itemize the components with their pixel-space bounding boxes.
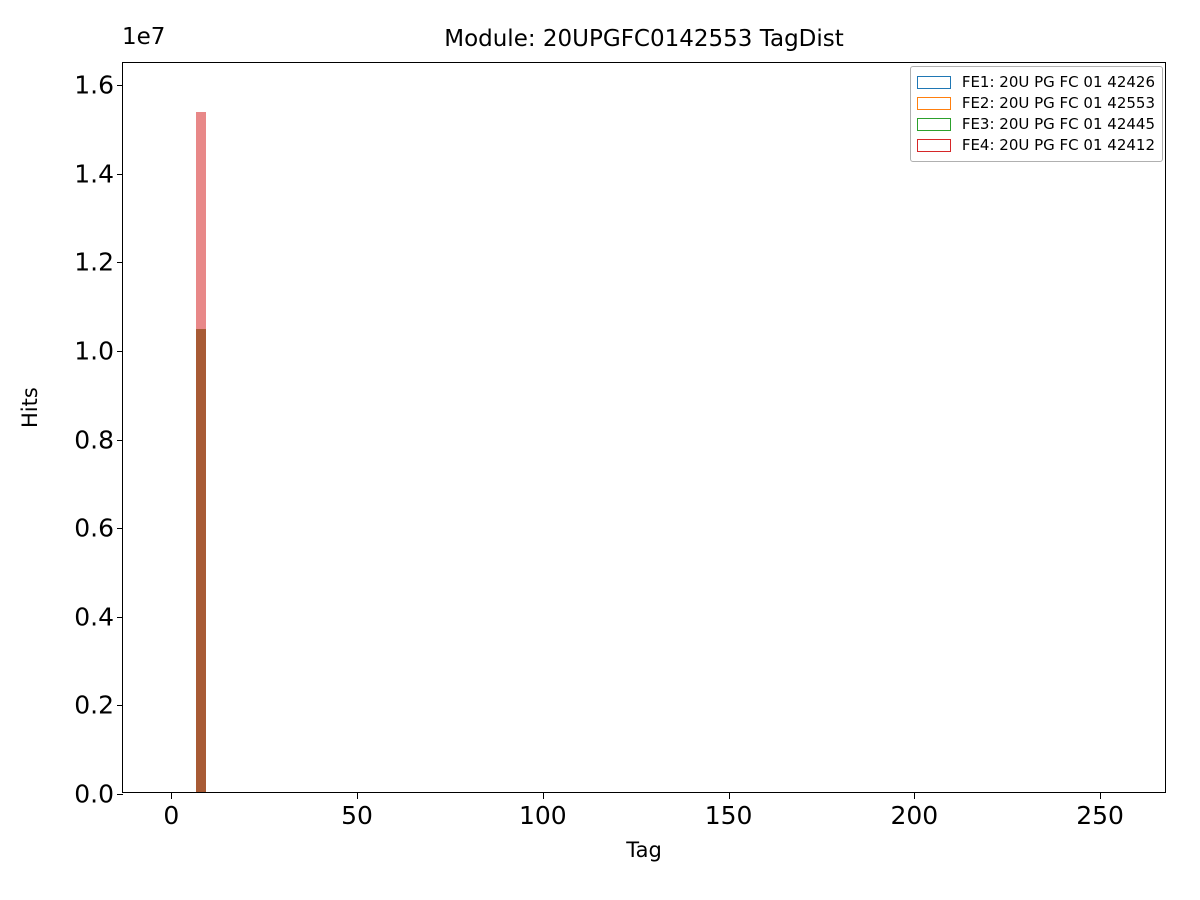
y-tick-mark-8 (116, 85, 123, 87)
x-tick-label-0: 0 (163, 801, 180, 830)
legend-entry-4[interactable]: FE4: 20U PG FC 01 42412 (916, 135, 1155, 156)
y-tick-label-8: 1.6 (74, 70, 114, 100)
y-tick-label-3: 0.6 (74, 513, 114, 543)
legend-entry-1[interactable]: FE1: 20U PG FC 01 42426 (916, 72, 1155, 93)
legend-swatch-icon-4 (916, 139, 951, 152)
x-tick-label-3: 150 (704, 801, 753, 830)
x-tick-mark-3 (728, 792, 730, 799)
y-tick-label-1: 0.2 (74, 690, 114, 720)
legend-label-1: FE1: 20U PG FC 01 42426 (961, 73, 1155, 91)
x-tick-mark-1 (357, 792, 359, 799)
y-tick-label-7: 1.4 (74, 159, 114, 189)
legend-label-2: FE2: 20U PG FC 01 42553 (961, 94, 1155, 112)
y-tick-label-5: 1.0 (74, 336, 114, 366)
legend-swatch-icon-1 (916, 76, 951, 89)
legend-label-3: FE3: 20U PG FC 01 42445 (961, 115, 1155, 133)
x-tick-label-2: 100 (518, 801, 567, 830)
y-tick-mark-4 (116, 439, 123, 441)
x-tick-mark-0 (171, 792, 173, 799)
x-axis-label: Tag (626, 838, 662, 862)
x-tick-label-5: 250 (1076, 801, 1124, 830)
y-tick-mark-3 (116, 528, 123, 530)
y-tick-mark-2 (116, 616, 123, 618)
y-axis-offset-text: 1e7 (122, 24, 166, 50)
y-tick-mark-5 (116, 350, 123, 352)
x-tick-label-4: 200 (890, 801, 939, 830)
x-tick-mark-5 (1100, 792, 1102, 799)
y-tick-label-2: 0.4 (74, 602, 114, 632)
legend-box[interactable]: FE1: 20U PG FC 01 42426 FE2: 20U PG FC 01… (909, 66, 1163, 162)
y-tick-label-0: 0.0 (74, 779, 114, 809)
plot-clip-region (123, 63, 1165, 792)
bar-4-tag-8 (196, 111, 206, 792)
legend-swatch-icon-3 (916, 118, 951, 131)
legend-entry-3[interactable]: FE3: 20U PG FC 01 42445 (916, 114, 1155, 135)
x-tick-mark-4 (914, 792, 916, 799)
x-tick-label-1: 50 (341, 801, 373, 830)
legend-label-4: FE4: 20U PG FC 01 42412 (961, 136, 1155, 154)
y-tick-mark-0 (116, 794, 123, 795)
y-axis-label: Hits (18, 387, 42, 428)
y-tick-label-4: 0.8 (74, 425, 114, 455)
x-tick-mark-2 (542, 792, 544, 799)
plot-area: 0.0 0.2 0.4 0.6 0.8 1.0 1.2 1.4 1.6 0 50 100 150 200… (74, 62, 1166, 828)
y-tick-mark-1 (116, 705, 123, 707)
y-tick-mark-6 (116, 262, 123, 264)
chart-title: Module: 20UPGFC0142553 TagDist (444, 26, 844, 52)
y-tick-mark-7 (116, 173, 123, 175)
legend-swatch-icon-2 (916, 97, 951, 110)
y-tick-label-6: 1.2 (74, 247, 114, 277)
legend-entry-2[interactable]: FE2: 20U PG FC 01 42553 (916, 93, 1155, 114)
